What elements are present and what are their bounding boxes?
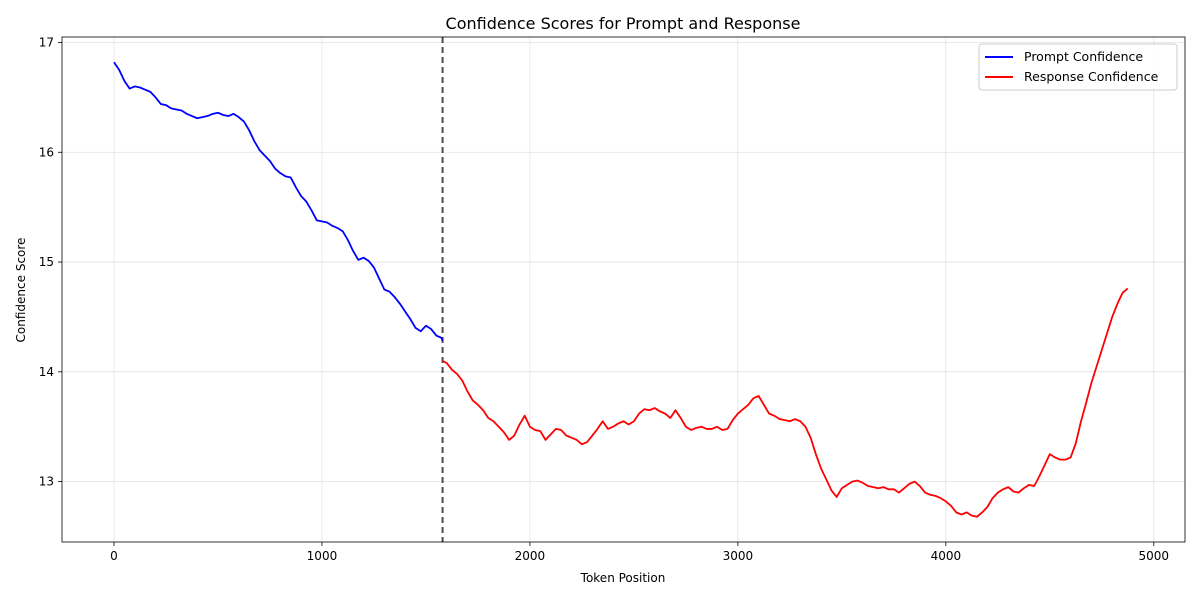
y-tick-label: 16 [39,145,54,159]
legend-label-prompt: Prompt Confidence [1024,49,1143,64]
grid [62,37,1185,542]
x-tick-label: 0 [110,549,118,563]
y-axis-label: Confidence Score [14,238,28,343]
legend-box [978,43,1178,91]
x-tick-label: 3000 [723,549,754,563]
y-tick-label: 15 [39,255,54,269]
legend-label-response: Response Confidence [1024,69,1159,84]
x-axis-ticks: 0 1000 2000 3000 4000 5000 [110,542,1169,563]
series-line-prompt [113,61,444,342]
series-layer [113,61,1129,518]
series-line-response [442,287,1129,518]
x-tick-label: 1000 [307,549,338,563]
legend: Prompt Confidence Response Confidence [978,43,1178,91]
x-tick-label: 2000 [515,549,546,563]
y-tick-label: 13 [39,475,54,489]
y-axis-ticks: 13 14 15 16 17 [39,35,62,489]
chart-title: Confidence Scores for Prompt and Respons… [446,14,801,33]
y-tick-label: 17 [39,35,54,49]
plot-frame [61,36,1186,543]
y-tick-label: 14 [39,365,54,379]
x-axis-label: Token Position [580,571,666,585]
x-tick-label: 4000 [931,549,962,563]
x-tick-label: 5000 [1139,549,1170,563]
